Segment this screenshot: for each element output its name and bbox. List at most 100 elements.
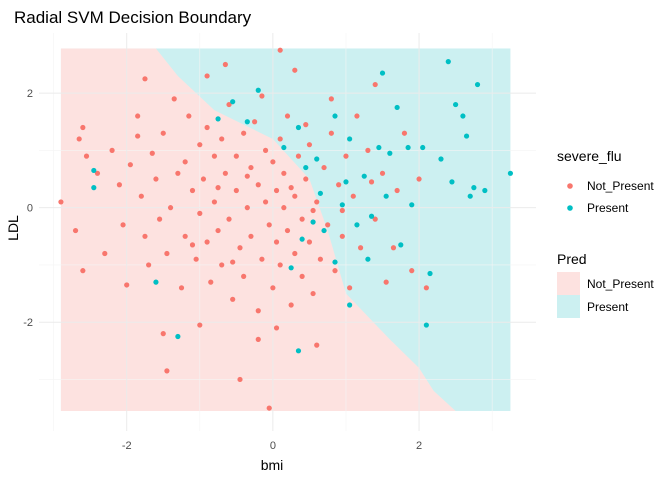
point-not-present — [182, 159, 188, 165]
x-axis-label: bmi — [261, 457, 284, 473]
point-not-present — [124, 282, 130, 288]
legends: severe_fluNot_PresentPresentPredNot_Pres… — [557, 148, 654, 318]
point-not-present — [146, 262, 152, 268]
point-not-present — [80, 268, 86, 274]
point-not-present — [310, 290, 316, 297]
chart-title: Radial SVM Decision Boundary — [14, 8, 252, 27]
point-not-present — [211, 153, 218, 159]
point-not-present — [204, 239, 210, 245]
point-present — [467, 193, 473, 199]
point-not-present — [336, 182, 342, 188]
point-not-present — [262, 147, 269, 153]
point-not-present — [310, 207, 316, 214]
y-tick-label: 0 — [27, 203, 33, 215]
point-not-present — [372, 81, 378, 88]
point-not-present — [200, 176, 207, 182]
point-not-present — [204, 124, 210, 131]
x-tick-label: 0 — [270, 440, 276, 452]
point-not-present — [237, 245, 243, 251]
point-not-present — [423, 285, 429, 291]
point-present — [449, 179, 455, 185]
point-not-present — [241, 273, 247, 279]
point-not-present — [299, 273, 305, 279]
point-not-present — [175, 170, 181, 176]
point-present — [347, 136, 353, 142]
point-not-present — [255, 336, 261, 342]
point-present — [317, 190, 323, 196]
point-not-present — [94, 170, 101, 176]
point-not-present — [164, 368, 170, 374]
point-not-present — [281, 170, 287, 176]
point-not-present — [266, 222, 272, 228]
point-present — [376, 144, 382, 151]
point-not-present — [244, 205, 250, 211]
point-not-present — [83, 153, 90, 159]
point-not-present — [160, 130, 166, 136]
point-not-present — [347, 285, 353, 291]
point-present — [463, 133, 470, 139]
point-not-present — [72, 227, 79, 234]
point-not-present — [215, 227, 221, 234]
point-present — [394, 104, 400, 111]
point-not-present — [58, 199, 64, 205]
point-present — [332, 259, 338, 265]
point-not-present — [171, 96, 177, 102]
point-present — [379, 70, 386, 76]
point-not-present — [306, 239, 313, 245]
point-present — [405, 144, 411, 151]
decision-region-layer — [60, 48, 511, 411]
point-present — [423, 322, 429, 328]
point-present — [244, 119, 250, 125]
point-present — [339, 202, 345, 208]
point-not-present — [303, 176, 309, 182]
point-present — [474, 81, 481, 88]
gridlines — [39, 33, 536, 431]
point-not-present — [379, 170, 386, 176]
point-not-present — [156, 216, 163, 222]
point-not-present — [357, 245, 364, 251]
point-not-present — [339, 207, 345, 214]
point-not-present — [401, 130, 408, 136]
point-present — [314, 156, 320, 162]
point-present — [299, 236, 305, 242]
point-not-present — [252, 119, 258, 125]
point-not-present — [317, 256, 323, 262]
legend-key-fill — [557, 272, 580, 295]
point-not-present — [135, 113, 141, 119]
point-present — [281, 144, 287, 151]
point-not-present — [226, 216, 232, 222]
point-not-present — [259, 93, 265, 99]
point-present — [368, 213, 375, 219]
point-present — [310, 219, 316, 225]
x-tick-label: -2 — [122, 440, 132, 452]
point-not-present — [292, 193, 298, 199]
point-present — [354, 222, 360, 228]
point-not-present — [277, 262, 283, 268]
point-present — [453, 101, 459, 108]
region-not-present — [60, 48, 456, 411]
point-not-present — [321, 164, 327, 171]
point-not-present — [80, 124, 86, 131]
point-not-present — [189, 187, 196, 194]
point-not-present — [178, 285, 185, 291]
point-present — [420, 144, 426, 151]
point-not-present — [292, 67, 298, 73]
point-not-present — [281, 205, 287, 211]
point-not-present — [354, 113, 360, 119]
point-present — [409, 202, 415, 208]
y-axis-label: LDL — [5, 215, 21, 241]
point-present — [347, 302, 353, 308]
point-not-present — [365, 147, 371, 153]
legend-title-severe-flu: severe_flu — [557, 148, 622, 164]
legend-label: Present — [587, 201, 629, 215]
point-not-present — [284, 113, 291, 119]
point-not-present — [383, 279, 389, 285]
point-not-present — [339, 233, 345, 239]
x-tick-label: 2 — [416, 440, 422, 452]
point-not-present — [76, 136, 82, 142]
point-not-present — [248, 164, 254, 171]
point-present — [230, 99, 236, 105]
point-present — [91, 185, 97, 191]
legend-label: Not_Present — [587, 179, 654, 193]
